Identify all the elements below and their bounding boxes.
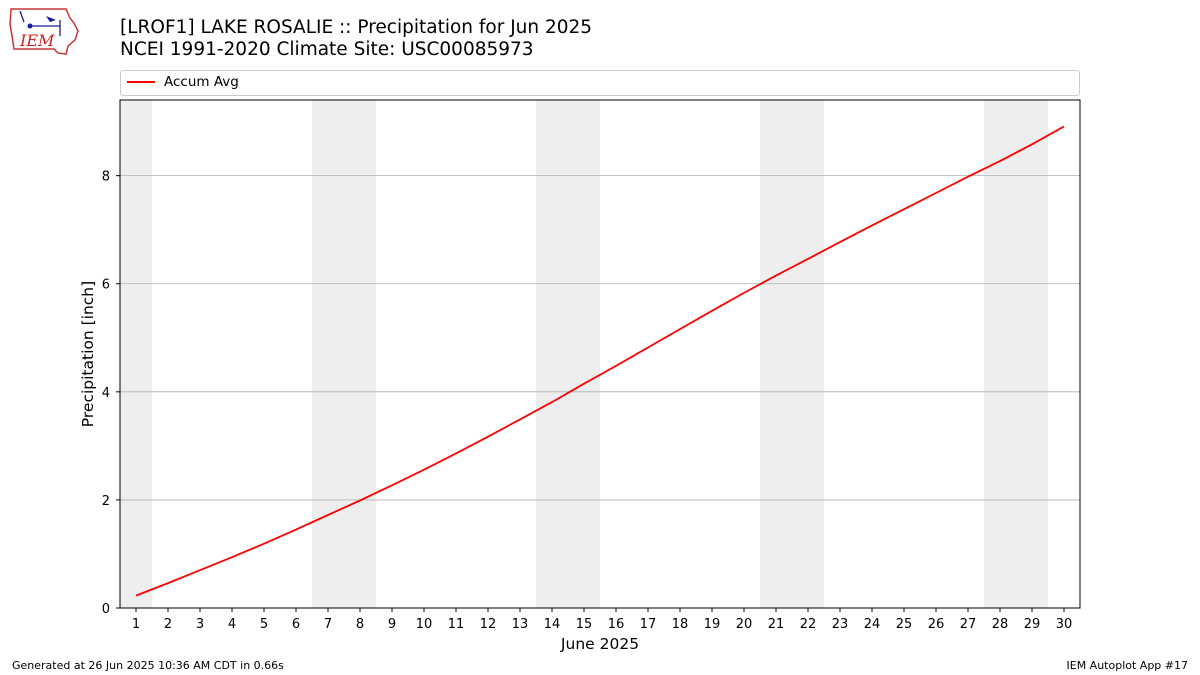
x-axis-label: June 2025 [560,635,639,653]
x-tick-label: 19 [704,617,721,632]
x-tick-label: 10 [416,617,433,632]
x-tick-label: 20 [736,617,753,632]
x-tick-label: 17 [640,617,657,632]
x-tick-label: 13 [512,617,529,632]
y-tick-label: 6 [102,278,110,293]
weekend-band [536,100,600,608]
x-tick-label: 11 [448,617,465,632]
x-tick-label: 9 [388,617,396,632]
logo-text: IEM [19,31,55,50]
legend: Accum Avg [120,70,1080,96]
x-tick-label: 8 [356,617,364,632]
x-tick-label: 18 [672,617,689,632]
x-tick-label: 7 [324,617,332,632]
x-tick-label: 14 [544,617,561,632]
x-tick-label: 22 [800,617,817,632]
series-line-accum-avg [135,125,1065,597]
x-tick-label: 4 [228,617,236,632]
x-tick-label: 26 [928,617,945,632]
x-tick-label: 27 [960,617,977,632]
x-tick-label: 24 [864,617,881,632]
x-tick-label: 29 [1024,617,1041,632]
legend-swatch [127,81,155,83]
y-tick-label: 0 [102,602,110,617]
iem-logo: IEM [9,8,79,55]
title-line-2: NCEI 1991-2020 Climate Site: USC00085973 [120,39,534,60]
y-tick-label: 4 [102,386,110,401]
weekend-band [120,100,152,608]
x-tick-label: 28 [992,617,1009,632]
y-tick-label: 8 [102,170,110,185]
x-tick-label: 16 [608,617,625,632]
y-axis-label: Precipitation [inch] [79,281,97,427]
x-tick-label: 1 [132,617,140,632]
x-tick-label: 2 [164,617,172,632]
weekend-band [312,100,376,608]
x-tick-label: 5 [260,617,268,632]
x-tick-label: 12 [480,617,497,632]
x-tick-label: 25 [896,617,913,632]
weekend-band [760,100,824,608]
weekend-band [984,100,1048,608]
plot-frame [119,99,1081,609]
chart-title: [LROF1] LAKE ROSALIE :: Precipitation fo… [120,17,592,61]
x-tick-label: 3 [196,617,204,632]
footer-generated: Generated at 26 Jun 2025 10:36 AM CDT in… [12,659,284,672]
footer-app: IEM Autoplot App #17 [1066,659,1189,672]
x-tick-label: 23 [832,617,849,632]
x-tick-label: 30 [1056,617,1073,632]
legend-label: Accum Avg [164,74,239,90]
x-tick-label: 6 [292,617,300,632]
y-tick-label: 2 [102,494,110,509]
title-line-1: [LROF1] LAKE ROSALIE :: Precipitation fo… [120,17,593,38]
x-tick-label: 15 [576,617,593,632]
x-tick-label: 21 [768,617,785,632]
